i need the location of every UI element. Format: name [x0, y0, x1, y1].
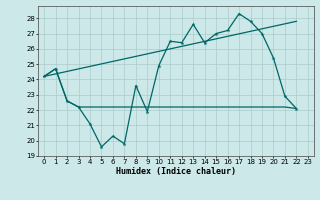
X-axis label: Humidex (Indice chaleur): Humidex (Indice chaleur): [116, 167, 236, 176]
